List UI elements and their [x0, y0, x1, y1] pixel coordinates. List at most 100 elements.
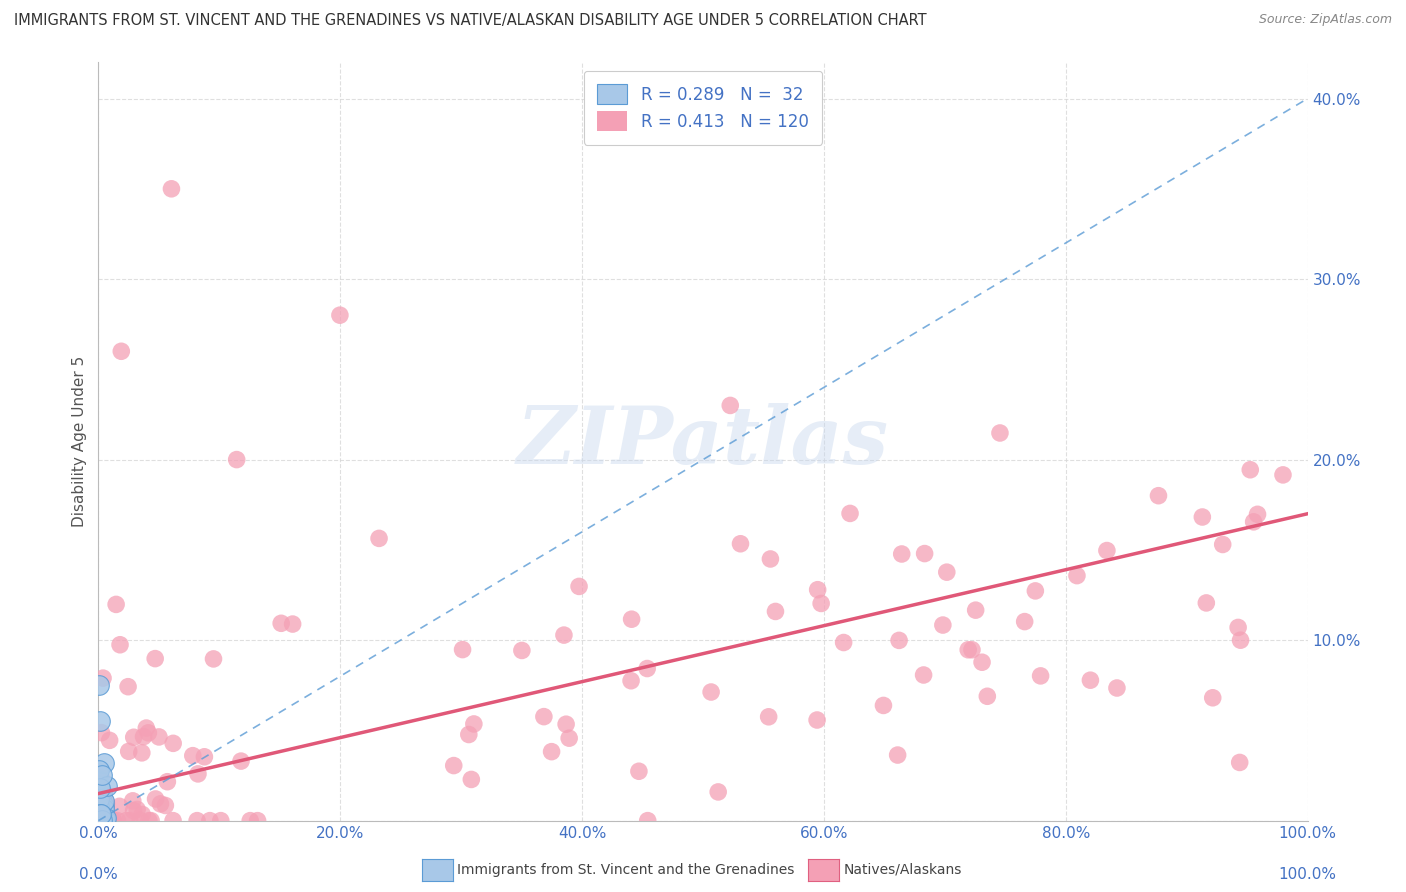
Point — [1227, 620, 1250, 634]
Point — [457, 727, 479, 741]
Text: 0.0%: 0.0% — [79, 867, 118, 881]
Point — [162, 736, 184, 750]
Text: ZIPatlas: ZIPatlas — [517, 403, 889, 480]
Point — [700, 685, 723, 699]
Point — [121, 794, 143, 808]
Point — [89, 808, 111, 822]
Text: 100.0%: 100.0% — [1278, 867, 1337, 881]
Point — [115, 814, 138, 828]
Point — [976, 690, 998, 704]
Point — [957, 642, 980, 657]
Point — [555, 717, 578, 731]
Point — [110, 344, 132, 359]
Point — [87, 799, 110, 814]
Point — [156, 774, 179, 789]
Point — [246, 814, 269, 828]
Point — [90, 792, 112, 806]
Point — [209, 814, 232, 828]
Point — [87, 778, 110, 792]
Point — [186, 814, 208, 828]
Point — [636, 661, 658, 675]
Point — [89, 763, 111, 777]
Point — [281, 617, 304, 632]
Point — [89, 797, 111, 811]
Point — [93, 814, 115, 828]
Point — [637, 814, 659, 828]
Point — [1246, 508, 1268, 522]
Point — [143, 651, 166, 665]
Point — [912, 668, 935, 682]
Point — [90, 725, 112, 739]
Point — [558, 731, 581, 746]
Point — [198, 814, 221, 828]
Point — [202, 652, 225, 666]
Point — [138, 814, 160, 828]
Point — [510, 643, 533, 657]
Point — [89, 798, 111, 813]
Point — [759, 552, 782, 566]
Point — [89, 714, 111, 729]
Point — [98, 733, 121, 747]
Point — [87, 678, 110, 692]
Point — [131, 746, 153, 760]
Point — [91, 786, 114, 800]
Point — [181, 748, 204, 763]
Point — [91, 792, 114, 806]
Point — [87, 811, 110, 825]
Point — [1272, 467, 1295, 482]
Point — [730, 537, 752, 551]
Point — [1202, 690, 1225, 705]
Point — [368, 532, 391, 546]
Point — [806, 713, 828, 727]
Point — [90, 808, 112, 822]
Text: Source: ZipAtlas.com: Source: ZipAtlas.com — [1258, 13, 1392, 27]
Point — [90, 806, 112, 821]
Point — [932, 618, 955, 632]
Point — [89, 807, 111, 822]
Point — [94, 811, 117, 825]
Point — [193, 749, 215, 764]
Point — [1095, 543, 1118, 558]
Point — [914, 547, 936, 561]
Legend: R = 0.289   N =  32, R = 0.413   N = 120: R = 0.289 N = 32, R = 0.413 N = 120 — [583, 70, 823, 145]
Point — [127, 802, 149, 816]
Point — [93, 799, 115, 814]
Point — [87, 806, 110, 821]
Point — [718, 399, 741, 413]
Point — [101, 814, 124, 828]
Point — [1239, 463, 1261, 477]
Point — [89, 783, 111, 797]
Point — [807, 582, 830, 597]
Point — [620, 612, 643, 626]
Point — [145, 792, 167, 806]
Point — [162, 814, 184, 828]
Point — [707, 785, 730, 799]
Point — [108, 638, 131, 652]
Point — [1191, 510, 1213, 524]
Point — [329, 308, 352, 322]
Point — [810, 597, 832, 611]
Point — [94, 812, 117, 826]
Point — [1080, 673, 1102, 688]
Point — [239, 814, 262, 828]
Point — [129, 814, 152, 828]
Point — [887, 633, 910, 648]
Point — [87, 766, 110, 780]
Point — [1243, 515, 1265, 529]
Point — [93, 790, 115, 805]
Point — [1147, 489, 1170, 503]
Point — [935, 565, 957, 579]
Point — [839, 507, 862, 521]
Point — [451, 642, 474, 657]
Point — [139, 814, 162, 828]
Point — [960, 642, 983, 657]
Point — [463, 717, 485, 731]
Point — [90, 771, 112, 785]
Point — [138, 726, 160, 740]
Point — [160, 182, 183, 196]
Point — [118, 814, 141, 828]
Point — [96, 779, 118, 793]
Point — [89, 781, 111, 796]
Text: Natives/Alaskans: Natives/Alaskans — [844, 863, 962, 877]
Point — [1195, 596, 1218, 610]
